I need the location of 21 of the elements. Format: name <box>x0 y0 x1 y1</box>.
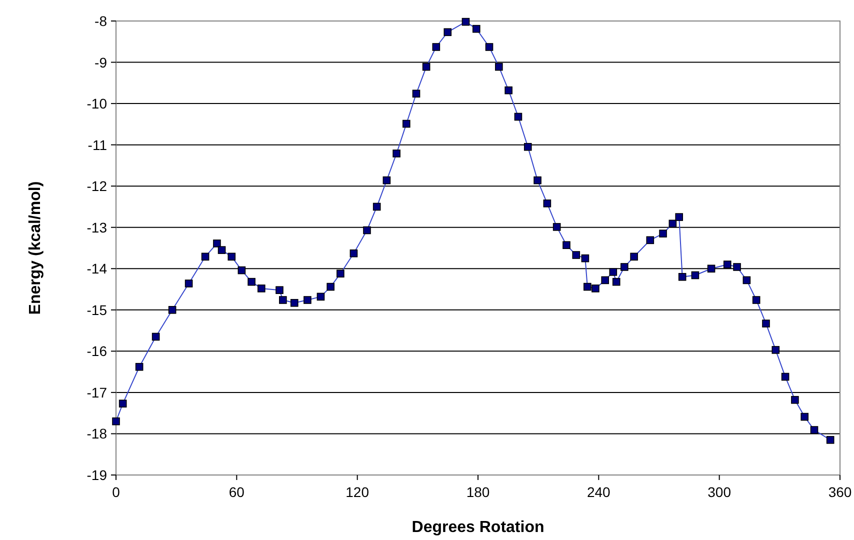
y-tick-label: -8 <box>94 13 108 29</box>
y-axis-title: Energy (kcal/mol) <box>27 181 44 315</box>
y-tick-label: -18 <box>86 426 108 442</box>
x-axis-title: Degrees Rotation <box>412 519 544 536</box>
y-tick-label: -10 <box>86 96 108 112</box>
y-tick-label: -16 <box>86 343 108 360</box>
x-tick-label: 120 <box>346 484 370 500</box>
y-tick-label: -13 <box>86 219 108 236</box>
y-tick-label: -12 <box>86 178 108 194</box>
x-tick-label: 300 <box>708 484 732 500</box>
y-tick-label: -14 <box>86 260 108 277</box>
y-tick-label: -19 <box>86 467 108 483</box>
y-tick-label: -17 <box>86 384 108 400</box>
x-tick-label: 240 <box>586 484 611 500</box>
y-tick-label: -11 <box>88 136 108 153</box>
y-tick-label: -9 <box>94 54 108 70</box>
y-tick-label: -15 <box>86 302 108 318</box>
x-tick-label: 180 <box>466 484 490 500</box>
x-tick-label: 0 <box>112 484 120 500</box>
x-tick-label: 60 <box>228 484 245 500</box>
x-tick-label: 360 <box>828 484 852 500</box>
